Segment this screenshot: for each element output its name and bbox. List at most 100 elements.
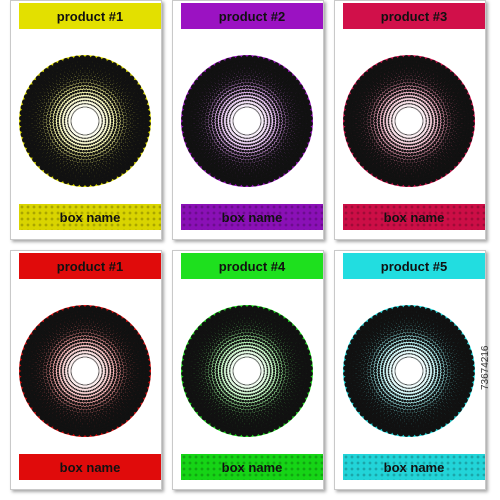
dial-dot bbox=[202, 91, 208, 97]
dial-dot bbox=[259, 89, 263, 93]
dial-dot bbox=[80, 96, 83, 99]
dial-dot bbox=[263, 116, 265, 118]
dial-dot bbox=[119, 127, 123, 131]
dial-dot bbox=[280, 108, 284, 112]
dial-dot bbox=[69, 149, 73, 153]
dial-dot bbox=[391, 124, 393, 126]
dial-dot bbox=[101, 368, 103, 370]
dial-dot bbox=[57, 88, 61, 93]
dial-dot bbox=[123, 352, 128, 357]
dial-dot bbox=[242, 143, 245, 146]
dial-dot bbox=[269, 138, 273, 141]
dial-dot bbox=[291, 118, 296, 124]
dial-dot bbox=[404, 99, 407, 102]
dial-dot bbox=[37, 106, 43, 112]
dial-dot bbox=[103, 407, 107, 412]
dial-dot bbox=[222, 114, 225, 117]
dial-dot bbox=[77, 386, 80, 388]
dial-dot bbox=[64, 92, 68, 95]
dial-dot bbox=[79, 93, 82, 96]
dial-dot bbox=[91, 350, 93, 353]
dial-dot bbox=[98, 361, 101, 363]
dial-dot bbox=[117, 342, 122, 347]
dial-dot bbox=[223, 145, 227, 149]
dial-dot bbox=[70, 323, 76, 329]
dial-dot bbox=[414, 90, 417, 93]
dial-dot bbox=[95, 397, 98, 401]
dial-dot bbox=[220, 129, 223, 132]
dial-dot bbox=[390, 140, 393, 143]
dial-dot bbox=[384, 125, 387, 128]
dial-dot bbox=[75, 134, 77, 137]
dial-dot bbox=[377, 115, 381, 119]
dial-dot bbox=[98, 351, 101, 354]
dial-dot bbox=[86, 79, 91, 83]
dial-dot bbox=[439, 171, 446, 178]
dial-dot bbox=[450, 113, 454, 118]
dial-dot bbox=[347, 93, 354, 100]
dial-dot bbox=[225, 97, 228, 100]
dial-dot bbox=[106, 379, 108, 382]
dial-dot bbox=[69, 112, 71, 114]
dial-dot bbox=[82, 353, 84, 355]
dial-dot bbox=[77, 412, 82, 416]
dial-dot bbox=[416, 87, 420, 90]
dial-dot bbox=[231, 89, 235, 93]
dial-dot bbox=[222, 116, 225, 119]
dial-dot bbox=[88, 137, 90, 139]
dial-dot bbox=[48, 342, 53, 347]
dial-dot bbox=[86, 137, 88, 139]
dial-dot bbox=[98, 380, 100, 383]
dial-dot bbox=[412, 106, 414, 108]
dial-dot bbox=[437, 75, 442, 80]
dial-dot bbox=[257, 179, 264, 186]
dial-dot bbox=[124, 160, 130, 166]
dial-dot bbox=[258, 363, 260, 365]
dial-dot bbox=[373, 81, 378, 87]
dial-dot bbox=[99, 409, 104, 414]
dial-dot bbox=[261, 362, 263, 364]
dial-dot bbox=[74, 322, 79, 328]
dial-dot bbox=[375, 110, 378, 114]
dial-dot bbox=[83, 342, 87, 346]
dial-dot bbox=[93, 131, 95, 133]
dial-dot bbox=[252, 104, 255, 106]
dial-dot bbox=[73, 98, 75, 101]
dial-dot bbox=[269, 133, 272, 136]
dial-dot bbox=[108, 146, 112, 150]
dial-dot bbox=[111, 381, 115, 384]
dial-dot bbox=[405, 146, 408, 150]
dial-dot bbox=[263, 381, 265, 384]
dial-dot bbox=[266, 368, 269, 371]
dial-dot bbox=[364, 156, 370, 162]
dial-dot bbox=[392, 126, 394, 129]
dial-dot bbox=[113, 408, 118, 413]
dial-dot bbox=[266, 387, 269, 390]
dial-dot bbox=[54, 96, 58, 101]
dial-dot bbox=[248, 146, 251, 150]
dial-dot bbox=[263, 349, 266, 352]
dial-dot bbox=[240, 357, 242, 359]
dial-dot bbox=[268, 112, 271, 115]
dial-dot bbox=[40, 138, 45, 143]
dial-dot bbox=[403, 149, 407, 153]
dial-dot bbox=[259, 346, 262, 349]
dial-dot bbox=[66, 412, 72, 417]
dial-dot bbox=[109, 391, 113, 395]
dial-dot bbox=[436, 102, 440, 106]
dial-dot bbox=[443, 102, 448, 106]
dial-dot bbox=[226, 377, 229, 379]
dial-dot bbox=[420, 81, 425, 86]
dial-dot bbox=[212, 96, 216, 100]
dial-dot bbox=[235, 361, 237, 363]
dial-dot bbox=[401, 90, 404, 93]
dial-dot bbox=[86, 409, 91, 413]
dial-dot bbox=[263, 119, 265, 121]
dial-dot bbox=[120, 132, 125, 137]
dial-dot bbox=[251, 152, 255, 156]
dial-dot bbox=[248, 165, 254, 170]
dial-dot bbox=[94, 360, 96, 362]
dial-dot bbox=[447, 84, 453, 90]
dial-dot bbox=[66, 78, 71, 83]
dial-dot bbox=[219, 149, 223, 154]
